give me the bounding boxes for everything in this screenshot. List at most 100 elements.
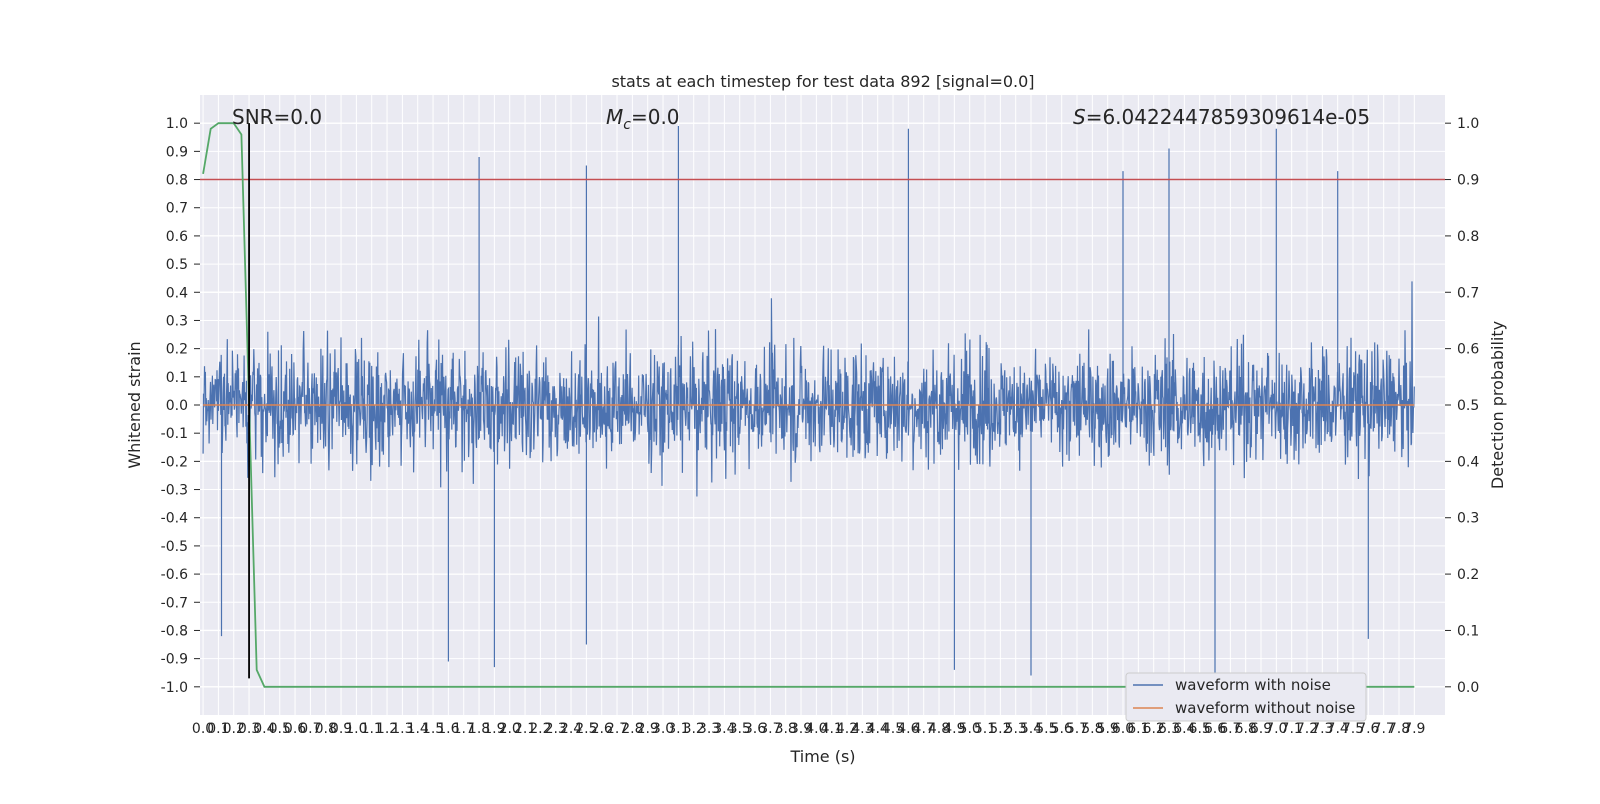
x-tick-label: 0.7: [299, 721, 321, 737]
y-tick-label: -0.4: [161, 511, 188, 527]
y-tick-label: -1.0: [161, 680, 188, 696]
y-tick-label: 0.8: [166, 173, 188, 189]
x-tick-label: 5.3: [1005, 721, 1027, 737]
mc-symbol: M: [606, 105, 623, 129]
x-tick-label: 4.1: [821, 721, 843, 737]
y2-tick-label: 0.2: [1457, 567, 1479, 583]
x-tick-label: 2.0: [499, 721, 521, 737]
y2-tick-label: 0.9: [1457, 173, 1479, 189]
x-axis-label: Time (s): [789, 747, 855, 766]
y2-tick-label: 0.8: [1457, 229, 1479, 245]
y2-tick-label: 0.4: [1457, 454, 1479, 470]
y-tick-label: 1.0: [166, 116, 188, 132]
x-tick-label: 2.5: [575, 721, 597, 737]
y2-tick-label: 0.1: [1457, 623, 1479, 639]
x-tick-label: 6.0: [1112, 721, 1134, 737]
s-value: =6.0422447859309614e-05: [1086, 105, 1370, 129]
mc-subscript: c: [623, 117, 631, 133]
x-tick-label: 0.1: [207, 721, 229, 737]
x-tick-label: 6.7: [1219, 721, 1241, 737]
y2-tick-label: 1.0: [1457, 116, 1479, 132]
legend-box: [1125, 672, 1367, 722]
x-tick-label: 4.7: [913, 721, 935, 737]
y-tick-label: 0.4: [166, 285, 188, 301]
x-tick-label: 7.8: [1388, 721, 1410, 737]
x-tick-label: 2.4: [560, 721, 582, 737]
x-tick-label: 3.3: [698, 721, 720, 737]
x-tick-label: 5.7: [1066, 721, 1088, 737]
x-tick-label: 2.6: [591, 721, 613, 737]
x-tick-label: 3.8: [775, 721, 797, 737]
x-tick-label: 7.5: [1342, 721, 1364, 737]
x-tick-label: 3.6: [744, 721, 766, 737]
x-tick-label: 0.3: [238, 721, 260, 737]
x-tick-label: 1.5: [422, 721, 444, 737]
x-tick-label: 4.9: [943, 721, 965, 737]
x-tick-label: 0.8: [315, 721, 337, 737]
x-tick-label: 6.6: [1204, 721, 1226, 737]
x-tick-label: 0.2: [223, 721, 245, 737]
x-tick-label: 1.9: [483, 721, 505, 737]
x-tick-label: 7.2: [1296, 721, 1318, 737]
x-tick-label: 6.2: [1143, 721, 1165, 737]
s-symbol: S: [1073, 105, 1086, 129]
x-tick-label: 5.4: [1020, 721, 1042, 737]
x-tick-label: 4.0: [805, 721, 827, 737]
x-tick-label: 1.6: [437, 721, 459, 737]
y-tick-label: -0.3: [161, 483, 188, 499]
series-layer: [200, 122, 1445, 688]
y2-tick-label: 0.5: [1457, 398, 1479, 414]
y2-tick-label: 0.0: [1457, 680, 1479, 696]
y2-tick-label: 0.7: [1457, 285, 1479, 301]
x-tick-label: 5.0: [959, 721, 981, 737]
x-tick-label: 7.1: [1281, 721, 1303, 737]
x-tick-label: 1.3: [391, 721, 413, 737]
x-tick-label: 6.1: [1127, 721, 1149, 737]
y-tick-label: 0.6: [166, 229, 188, 245]
legend: waveform with noise waveform without noi…: [1125, 672, 1367, 722]
x-tick-label: 0.0: [192, 721, 214, 737]
series-detection-probability: [202, 122, 1415, 688]
x-tick-label: 4.8: [928, 721, 950, 737]
y2-tick-label: 0.6: [1457, 342, 1479, 358]
x-tick-label: 7.6: [1357, 721, 1379, 737]
x-tick-label: 1.7: [453, 721, 475, 737]
y-axis-label: Whitened strain: [125, 341, 144, 468]
x-tick-label: 2.9: [637, 721, 659, 737]
y-tick-label: -0.6: [161, 567, 188, 583]
x-tick-label: 2.8: [621, 721, 643, 737]
x-tick-label: 7.4: [1327, 721, 1349, 737]
x-tick-label: 5.9: [1097, 721, 1119, 737]
x-tick-label: 3.2: [683, 721, 705, 737]
x-tick-label: 3.0: [652, 721, 674, 737]
x-tick-label: 7.7: [1373, 721, 1395, 737]
x-tick-label: 4.4: [867, 721, 889, 737]
x-tick-label: 5.2: [989, 721, 1011, 737]
x-tick-label: 3.5: [729, 721, 751, 737]
x-tick-label: 6.8: [1235, 721, 1257, 737]
x-tick-label: 6.3: [1158, 721, 1180, 737]
y-tick-label: -0.1: [161, 426, 188, 442]
x-tick-label: 1.4: [407, 721, 429, 737]
y-tick-labels: 1.0 0.9 0.8 0.7 0.6 0.5 0.4 0.3 0.2 0.1 0.0 -0.1 -0.…: [161, 116, 200, 696]
legend-label-noise: waveform with noise: [1175, 676, 1331, 694]
y2-tick-label: 0.3: [1457, 511, 1479, 527]
x-tick-label: 7.3: [1311, 721, 1333, 737]
x-tick-label: 5.8: [1081, 721, 1103, 737]
x-tick-label: 2.1: [514, 721, 536, 737]
s-annotation: S=6.0422447859309614e-05: [1073, 105, 1370, 129]
x-tick-label: 7.0: [1265, 721, 1287, 737]
x-tick-label: 5.6: [1051, 721, 1073, 737]
chart-title: stats at each timestep for test data 892…: [611, 72, 1034, 91]
x-tick-label: 2.3: [545, 721, 567, 737]
x-tick-label: 4.3: [851, 721, 873, 737]
x-tick-label: 4.6: [897, 721, 919, 737]
mc-value: =0.0: [631, 105, 680, 129]
x-tick-label: 0.4: [253, 721, 275, 737]
y-tick-label: -0.9: [161, 652, 188, 668]
y-tick-label: 0.7: [166, 201, 188, 217]
x-tick-label: 5.5: [1035, 721, 1057, 737]
x-tick-label: 4.5: [882, 721, 904, 737]
